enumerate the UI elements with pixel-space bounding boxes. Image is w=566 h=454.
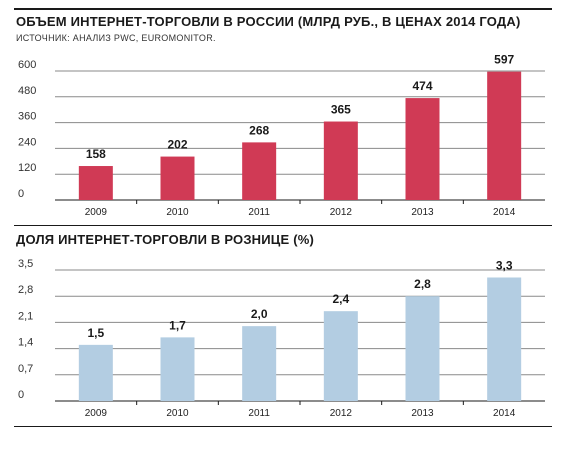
data-label: 2,4 bbox=[332, 292, 349, 306]
y-tick-label: 360 bbox=[18, 111, 36, 123]
y-tick-label: 120 bbox=[18, 162, 36, 174]
bar bbox=[487, 71, 522, 201]
bar bbox=[160, 337, 195, 401]
y-tick-label: 0 bbox=[18, 188, 24, 200]
bar bbox=[405, 98, 440, 200]
y-tick-label: 0 bbox=[18, 389, 24, 401]
bar bbox=[323, 121, 358, 200]
data-label: 3,3 bbox=[496, 258, 513, 272]
data-label: 158 bbox=[86, 147, 106, 161]
x-tick-label: 2010 bbox=[166, 207, 189, 218]
x-tick-label: 2011 bbox=[248, 408, 270, 419]
bar bbox=[242, 142, 277, 200]
x-tick-label: 2014 bbox=[493, 408, 516, 419]
bar bbox=[323, 311, 358, 401]
data-label: 2,0 bbox=[251, 307, 268, 321]
x-tick-label: 2009 bbox=[85, 408, 108, 419]
x-tick-label: 2013 bbox=[411, 207, 434, 218]
y-tick-label: 2,1 bbox=[18, 310, 33, 322]
top-rule bbox=[14, 8, 552, 10]
bar bbox=[78, 344, 113, 401]
chart2-title: ДОЛЯ ИНТЕРНЕТ-ТОРГОВЛИ В РОЗНИЦЕ (%) bbox=[16, 232, 315, 247]
y-tick-label: 240 bbox=[18, 136, 36, 148]
x-tick-label: 2012 bbox=[330, 207, 353, 218]
bar bbox=[242, 326, 277, 401]
x-tick-label: 2014 bbox=[493, 207, 516, 218]
data-label: 1,7 bbox=[169, 318, 186, 332]
data-label: 365 bbox=[331, 103, 351, 117]
chart1-title: ОБЪЕМ ИНТЕРНЕТ-ТОРГОВЛИ В РОССИИ (МЛРД Р… bbox=[16, 14, 521, 29]
x-tick-label: 2012 bbox=[330, 408, 353, 419]
data-label: 202 bbox=[167, 138, 187, 152]
y-tick-label: 2,8 bbox=[18, 284, 33, 296]
bottom-rule bbox=[14, 426, 552, 427]
data-label: 2,8 bbox=[414, 277, 431, 291]
data-label: 268 bbox=[249, 123, 269, 137]
data-label: 1,5 bbox=[87, 326, 104, 340]
x-tick-label: 2011 bbox=[248, 207, 270, 218]
section-rule bbox=[14, 225, 552, 226]
x-tick-label: 2013 bbox=[411, 408, 434, 419]
y-tick-label: 600 bbox=[18, 59, 36, 71]
bar bbox=[405, 296, 440, 401]
y-tick-label: 1,4 bbox=[18, 337, 33, 349]
x-tick-label: 2009 bbox=[85, 207, 108, 218]
x-tick-label: 2010 bbox=[166, 408, 189, 419]
y-tick-label: 3,5 bbox=[18, 258, 33, 270]
y-tick-label: 480 bbox=[18, 85, 36, 97]
bar bbox=[160, 156, 195, 200]
y-tick-label: 0,7 bbox=[18, 363, 33, 375]
data-label: 474 bbox=[412, 79, 432, 93]
bar bbox=[487, 277, 522, 401]
data-label: 597 bbox=[494, 53, 514, 67]
bar bbox=[78, 166, 113, 200]
chart1-source: ИСТОЧНИК: АНАЛИЗ PWC, EUROMONITOR. bbox=[16, 33, 216, 43]
